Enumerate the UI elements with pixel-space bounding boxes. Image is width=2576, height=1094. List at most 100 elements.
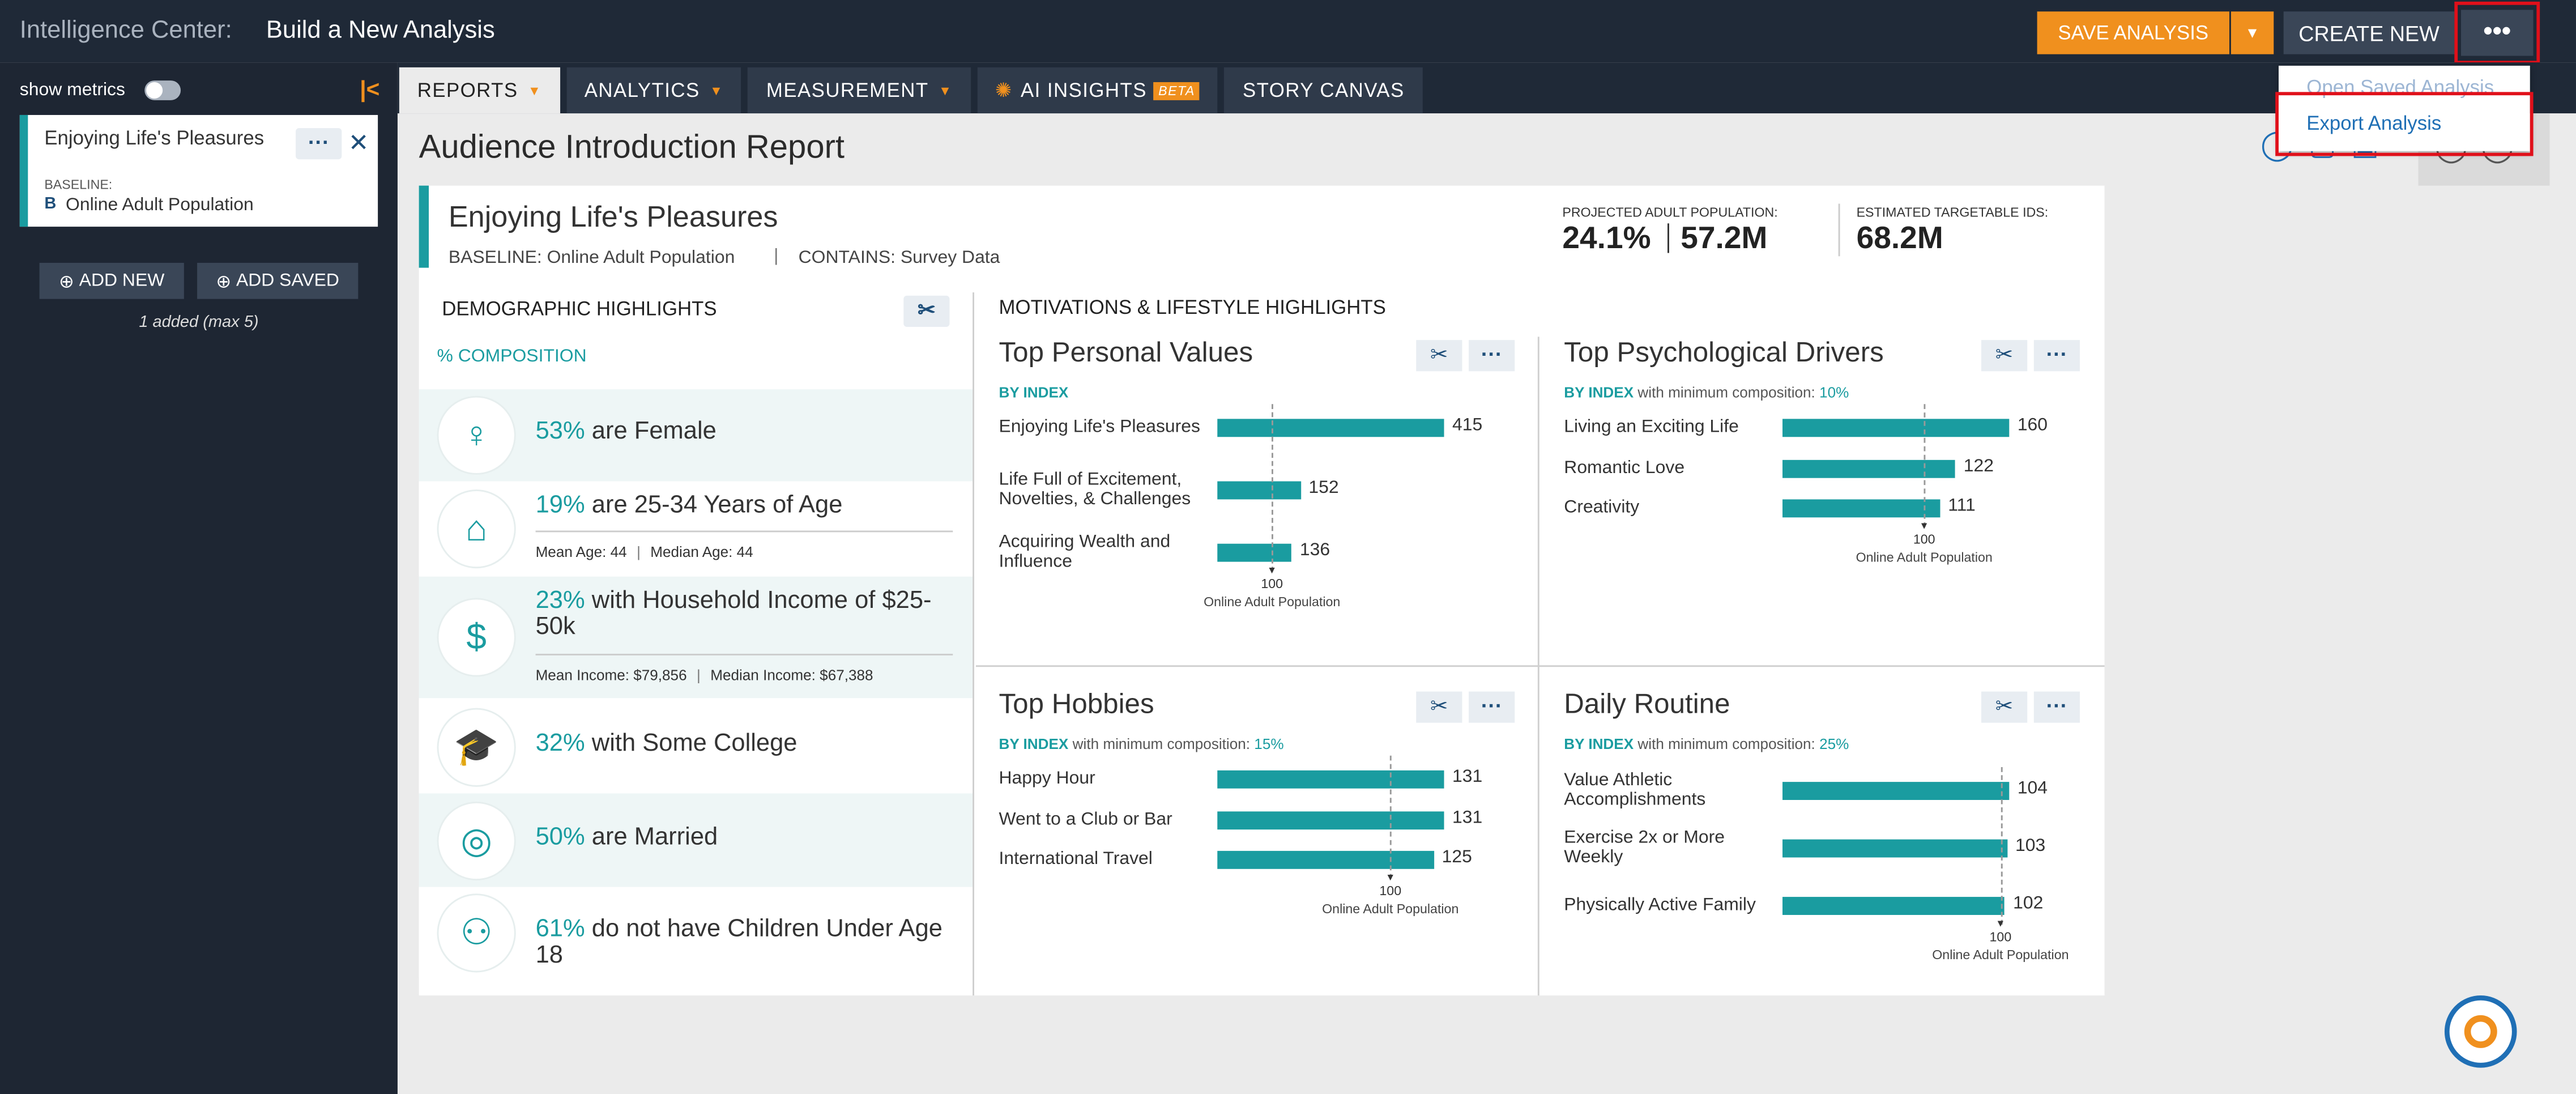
- bar: [1782, 499, 1940, 518]
- detail: Mean Age: 44: [535, 543, 627, 560]
- tab-label: ANALYTICS: [584, 79, 700, 102]
- tab[interactable]: REPORTS ▼: [399, 67, 560, 114]
- dropdown-arrow: ▼: [710, 83, 724, 98]
- added-count: 1 added (max 5): [139, 313, 259, 332]
- more-button[interactable]: ···: [2033, 340, 2080, 372]
- demographic-row: 🎓 32% with Some College: [419, 700, 973, 794]
- row-label: are 25-34 Years of Age: [591, 491, 843, 520]
- min-composition: 10%: [1819, 384, 1849, 401]
- min-composition: 25%: [1819, 735, 1849, 752]
- toggle[interactable]: [144, 80, 181, 100]
- tab[interactable]: ✺ AI INSIGHTS BETA: [976, 67, 1218, 114]
- row-icon: ⚇: [438, 894, 514, 970]
- baseline-name: Online Adult Population: [1204, 594, 1341, 610]
- row-details: Mean Age: 44 | Median Age: 44: [536, 544, 753, 560]
- baseline-label: BASELINE:: [44, 177, 113, 193]
- tab[interactable]: ANALYTICS ▼: [566, 67, 742, 114]
- row-divider: [535, 530, 953, 533]
- baseline-line: [2000, 767, 2002, 925]
- more-button[interactable]: ···: [1469, 691, 1515, 723]
- create-button[interactable]: CREATE NEW: [2283, 11, 2455, 54]
- help-logo[interactable]: [2444, 995, 2517, 1068]
- demographic-row: ⌂ 19% are 25-34 Years of Age Mean Age: 44 |…: [419, 481, 973, 575]
- bar-label: International Travel: [999, 849, 1153, 869]
- bar-label: Acquiring Wealth and Influence: [999, 532, 1171, 572]
- toggle-knob: [146, 82, 163, 99]
- by-index: BY INDEX: [1564, 735, 1634, 752]
- min-composition: 15%: [1254, 735, 1284, 752]
- baseline-arrow: ▼: [1385, 874, 1396, 884]
- scissors-button[interactable]: ✂: [1416, 691, 1462, 723]
- app-name: Intelligence Center:: [19, 16, 232, 45]
- projected-pct: 24.1%: [1562, 222, 1651, 257]
- logo-ring: [2464, 1015, 2497, 1048]
- sidebar: [0, 62, 398, 1094]
- tab[interactable]: MEASUREMENT ▼: [748, 67, 971, 114]
- save-dropdown[interactable]: ▼: [2230, 11, 2274, 54]
- bar: [1217, 850, 1434, 869]
- row-label: are Female: [591, 417, 716, 445]
- row-label: are Married: [591, 822, 718, 850]
- highlight-box: [2275, 92, 2534, 156]
- projected-label: PROJECTED ADULT POPULATION:: [1562, 205, 1778, 220]
- panel-subtitle: BY INDEX with minimum composition: 15%: [999, 736, 1284, 752]
- bar-value: 122: [1963, 456, 1994, 476]
- baseline-name: Online Adult Population: [1856, 550, 1993, 565]
- more-button[interactable]: ···: [2033, 691, 2080, 723]
- tab-label: MEASUREMENT: [766, 79, 929, 102]
- panel-title: Daily Routine: [1564, 688, 1730, 720]
- detail: Median Age: 44: [650, 543, 753, 560]
- baseline-arrow: ▼: [1995, 920, 2006, 930]
- add-saved-button[interactable]: ⊕ ADD SAVED: [197, 262, 359, 299]
- report-contains: CONTAINS: Survey Data: [798, 248, 1000, 268]
- bar-label: Went to a Club or Bar: [999, 808, 1172, 829]
- audience-name: Enjoying Life's Pleasures: [44, 126, 265, 150]
- dropdown-menu: [2278, 65, 2530, 151]
- tab[interactable]: STORY CANVAS: [1225, 67, 1423, 114]
- collapse-icon[interactable]: |<: [360, 75, 380, 102]
- row-pct: 50%: [535, 822, 585, 850]
- scissors-button[interactable]: ✂: [1416, 340, 1462, 372]
- audience-menu[interactable]: ···: [296, 128, 342, 160]
- bar: [1782, 459, 1956, 478]
- dropdown-arrow: ▼: [939, 83, 953, 98]
- baseline-name: Online Adult Population: [66, 195, 254, 215]
- more-button[interactable]: •••: [2460, 10, 2534, 56]
- demographic-row: $23% with Household Income of $25-50k Mea…: [419, 576, 973, 699]
- row-icon: ⌂: [438, 490, 514, 566]
- scissors-button[interactable]: ✂: [1981, 340, 2028, 372]
- note: with minimum composition:: [1637, 384, 1815, 401]
- baseline-badge: B: [44, 195, 57, 214]
- plus-icon: ⊕: [59, 271, 79, 292]
- dropdown-arrow: ▼: [527, 83, 542, 98]
- divider: [1667, 223, 1669, 253]
- row-icon: 🎓: [438, 709, 514, 785]
- row-text: 61% do not have Children Under Age 18: [536, 915, 955, 968]
- tabs: REPORTS ▼ ANALYTICS ▼ MEASUREMENT ▼ ✺ AI INSIGH…: [399, 67, 1423, 114]
- tab-label: REPORTS: [417, 79, 518, 102]
- scissors-button[interactable]: ✂: [903, 295, 950, 327]
- row-pct: 19%: [535, 491, 585, 520]
- bar: [1782, 897, 2005, 915]
- note: with minimum composition:: [1072, 735, 1251, 752]
- more-button[interactable]: ···: [1469, 340, 1515, 372]
- demographics-subtitle: % COMPOSITION: [437, 346, 587, 367]
- add-new-button[interactable]: ⊕ ADD NEW: [39, 262, 184, 299]
- bar-value: 111: [1948, 496, 1976, 516]
- baseline-name: Online Adult Population: [1932, 947, 2069, 963]
- bar: [1782, 782, 2010, 801]
- row-icon: $: [438, 599, 514, 675]
- plus-icon: ⊕: [216, 271, 236, 292]
- scissors-button[interactable]: ✂: [1981, 691, 2028, 723]
- bar: [1217, 770, 1444, 789]
- targetable-value: 68.2M: [1856, 222, 1943, 257]
- save-button[interactable]: SAVE ANALYSIS: [2037, 11, 2229, 54]
- menu-item[interactable]: Export Analysis: [2306, 112, 2442, 135]
- bar-value: 102: [2013, 893, 2044, 914]
- bar-value: 415: [1452, 415, 1483, 436]
- accent-bar: [419, 185, 429, 268]
- bar-value: 160: [2017, 415, 2048, 436]
- panel-subtitle: BY INDEX: [999, 384, 1069, 401]
- remove-icon[interactable]: ✕: [348, 130, 369, 158]
